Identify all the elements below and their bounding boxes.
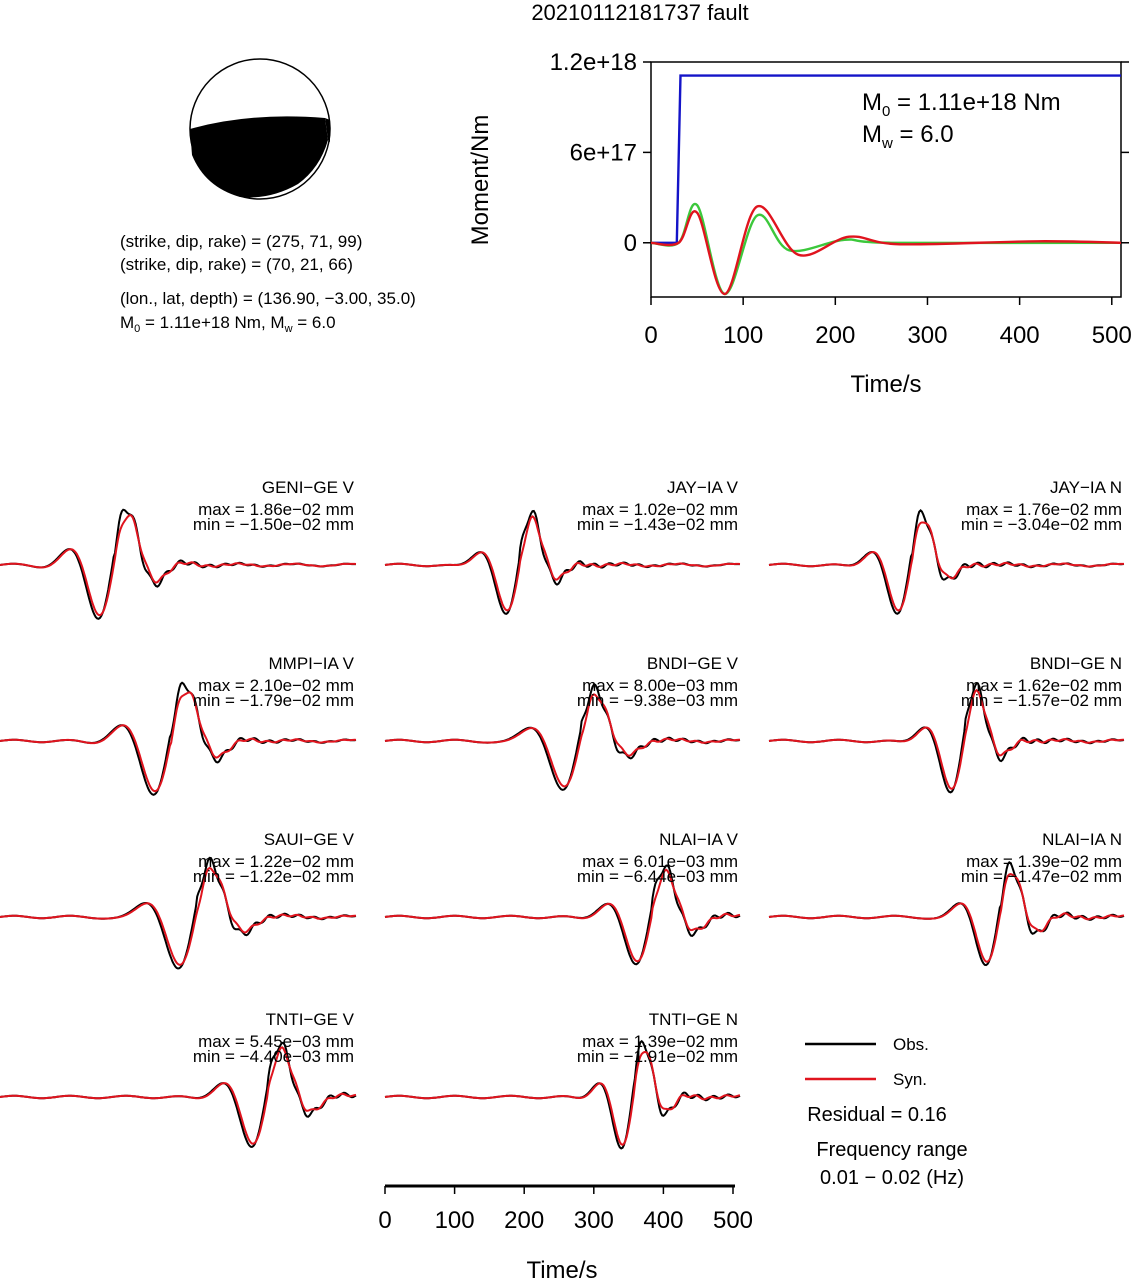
synthetic-trace bbox=[384, 693, 740, 788]
moment-rate-chart: 0 6e+17 1.2e+18 0 100 200 300 400 500 Moment/Nm… bbox=[467, 49, 1132, 398]
station-min: min = −1.57e−02 mm bbox=[961, 691, 1122, 710]
waveform-x-label: Time/s bbox=[526, 1257, 597, 1281]
station-name: NLAI−IA V bbox=[659, 830, 739, 849]
synthetic-trace bbox=[384, 515, 741, 612]
mechanism-plane-2: (strike, dip, rake) = (70, 21, 66) bbox=[120, 255, 353, 274]
synthetic-trace bbox=[768, 521, 1124, 612]
stf-x-axis: 0 100 200 300 400 500 bbox=[644, 297, 1132, 349]
frequency-title: Frequency range bbox=[816, 1139, 967, 1161]
waveform-xtick-label: 500 bbox=[713, 1207, 753, 1234]
station-name: JAY−IA V bbox=[667, 478, 739, 497]
station-min: min = −9.38e−03 mm bbox=[577, 691, 738, 710]
station-min: min = −1.47e−02 mm bbox=[961, 867, 1122, 886]
stf-series bbox=[651, 74, 1121, 296]
synthetic-trace bbox=[0, 866, 356, 966]
station-min: min = −3.04e−02 mm bbox=[961, 515, 1122, 534]
mechanism-info: (strike, dip, rake) = (275, 71, 99) (str… bbox=[120, 232, 416, 335]
station-max: max = 2.10e−02 mm bbox=[198, 676, 354, 695]
station-min: min = −1.91e−02 mm bbox=[577, 1047, 738, 1066]
stf-xtick-label: 300 bbox=[907, 322, 947, 349]
legend-syn-label: Syn. bbox=[893, 1070, 927, 1089]
synthetic-trace bbox=[384, 868, 741, 963]
station-min: min = −4.40e−03 mm bbox=[193, 1047, 354, 1066]
waveform-xtick-label: 400 bbox=[643, 1207, 683, 1234]
synthetic-trace bbox=[384, 1050, 741, 1146]
station-name: NLAI−IA N bbox=[1042, 830, 1122, 849]
legend: Obs. Syn. Residual = 0.16 Frequency rang… bbox=[805, 1035, 968, 1189]
stf-frame bbox=[650, 61, 1122, 298]
residual-text: Residual = 0.16 bbox=[807, 1104, 947, 1126]
frequency-range: 0.01 − 0.02 (Hz) bbox=[820, 1167, 964, 1189]
waveform-xtick-label: 200 bbox=[504, 1207, 544, 1234]
stf-ytick-label: 1.2e+18 bbox=[550, 49, 637, 76]
station-name: MMPI−IA V bbox=[269, 654, 355, 673]
waveform-time-axis: Time/s 0 100 200 300 400 500 bbox=[378, 1184, 753, 1281]
synthetic-trace bbox=[0, 1046, 357, 1145]
station-min: min = −1.43e−02 mm bbox=[577, 515, 738, 534]
synthetic-trace bbox=[768, 873, 1125, 963]
station-max: max = 1.02e−02 mm bbox=[582, 500, 738, 519]
stf-series-line bbox=[651, 205, 1121, 296]
stf-xtick-label: 400 bbox=[1000, 322, 1040, 349]
mechanism-moment: M0 = 1.11e+18 Nm, Mw = 6.0 bbox=[120, 313, 336, 335]
station-min: min = −1.50e−02 mm bbox=[193, 515, 354, 534]
station-max: max = 1.39e−02 mm bbox=[966, 852, 1122, 871]
station-min: min = −1.22e−02 mm bbox=[193, 867, 354, 886]
station-max: max = 5.45e−03 mm bbox=[198, 1032, 354, 1051]
stf-y-label: Moment/Nm bbox=[467, 115, 494, 246]
focal-mechanism-beachball bbox=[189, 58, 331, 200]
stf-ytick-label: 6e+17 bbox=[570, 139, 637, 166]
station-max: max = 1.22e−02 mm bbox=[198, 852, 354, 871]
figure-title: 20210112181737 fault bbox=[531, 0, 748, 25]
station-min: min = −1.79e−02 mm bbox=[193, 691, 354, 710]
stf-mw-annotation: Mw = 6.0 bbox=[862, 121, 954, 152]
station-max: max = 1.39e−02 mm bbox=[582, 1032, 738, 1051]
stf-xtick-label: 0 bbox=[644, 322, 657, 349]
stf-xtick-label: 500 bbox=[1092, 322, 1132, 349]
stf-xtick-label: 100 bbox=[723, 322, 763, 349]
stf-m0-annotation: M0 = 1.11e+18 Nm bbox=[862, 89, 1061, 120]
station-name: SAUI−GE V bbox=[264, 830, 355, 849]
waveform-xtick-label: 0 bbox=[378, 1207, 391, 1234]
synthetic-trace bbox=[0, 514, 357, 617]
stf-y-axis: 0 6e+17 1.2e+18 bbox=[550, 49, 1129, 257]
synthetic-trace bbox=[768, 688, 1124, 790]
station-name: TNTI−GE V bbox=[266, 1010, 355, 1029]
mechanism-plane-1: (strike, dip, rake) = (275, 71, 99) bbox=[120, 232, 362, 251]
stf-series-line bbox=[651, 74, 1121, 244]
station-max: max = 6.01e−03 mm bbox=[582, 852, 738, 871]
station-max: max = 1.86e−02 mm bbox=[198, 500, 354, 519]
station-name: JAY−IA N bbox=[1050, 478, 1122, 497]
mechanism-location: (lon., lat, depth) = (136.90, −3.00, 35.… bbox=[120, 289, 416, 308]
stf-xtick-label: 200 bbox=[815, 322, 855, 349]
waveform-xtick-label: 100 bbox=[435, 1207, 475, 1234]
station-max: max = 1.76e−02 mm bbox=[966, 500, 1122, 519]
station-min: min = −6.44e−03 mm bbox=[577, 867, 738, 886]
station-name: BNDI−GE V bbox=[647, 654, 739, 673]
station-max: max = 8.00e−03 mm bbox=[582, 676, 738, 695]
station-name: GENI−GE V bbox=[262, 478, 355, 497]
synthetic-trace bbox=[0, 691, 357, 793]
waveform-xtick-label: 300 bbox=[574, 1207, 614, 1234]
stf-series-line bbox=[651, 202, 1121, 296]
legend-obs-label: Obs. bbox=[893, 1035, 929, 1054]
station-name: BNDI−GE N bbox=[1030, 654, 1122, 673]
stf-ytick-label: 0 bbox=[624, 230, 637, 257]
stf-x-label: Time/s bbox=[850, 371, 921, 398]
station-name: TNTI−GE N bbox=[649, 1010, 738, 1029]
station-max: max = 1.62e−02 mm bbox=[966, 676, 1122, 695]
